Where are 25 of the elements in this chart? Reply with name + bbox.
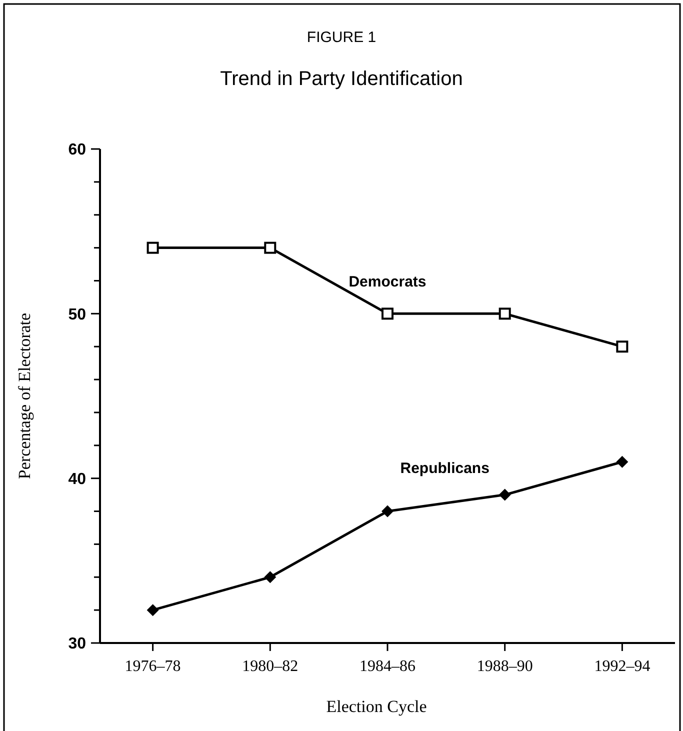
x-tick-label: 1992–94: [594, 658, 650, 675]
point: [264, 242, 276, 254]
x-tick-label: 1984–86: [360, 658, 416, 675]
x-axis-title: Election Cycle: [326, 697, 427, 716]
series-label: Republicans: [400, 460, 490, 477]
point: [264, 571, 276, 584]
y-tick-label: 40: [68, 470, 86, 488]
point: [382, 505, 394, 518]
y-axis-title: Percentage of Electorate: [15, 312, 34, 480]
y-tick-label: 60: [68, 142, 86, 159]
point: [146, 242, 159, 254]
point: [498, 308, 511, 320]
point: [498, 488, 511, 501]
x-tick-label: 1988–90: [476, 658, 533, 675]
y-tick-label: 50: [68, 306, 86, 324]
point: [146, 604, 159, 616]
point: [616, 456, 628, 468]
x-tick-label: 1976–78: [124, 658, 181, 675]
x-tick-label: 1980–82: [242, 658, 298, 675]
point: [616, 340, 628, 353]
chart-title: FIGURE 1: [306, 29, 376, 46]
series-label: Democrats: [348, 274, 426, 291]
chart-subtitle: Trend in Party Identification: [220, 68, 463, 90]
y-tick-label: 30: [68, 636, 86, 653]
point: [382, 308, 394, 320]
